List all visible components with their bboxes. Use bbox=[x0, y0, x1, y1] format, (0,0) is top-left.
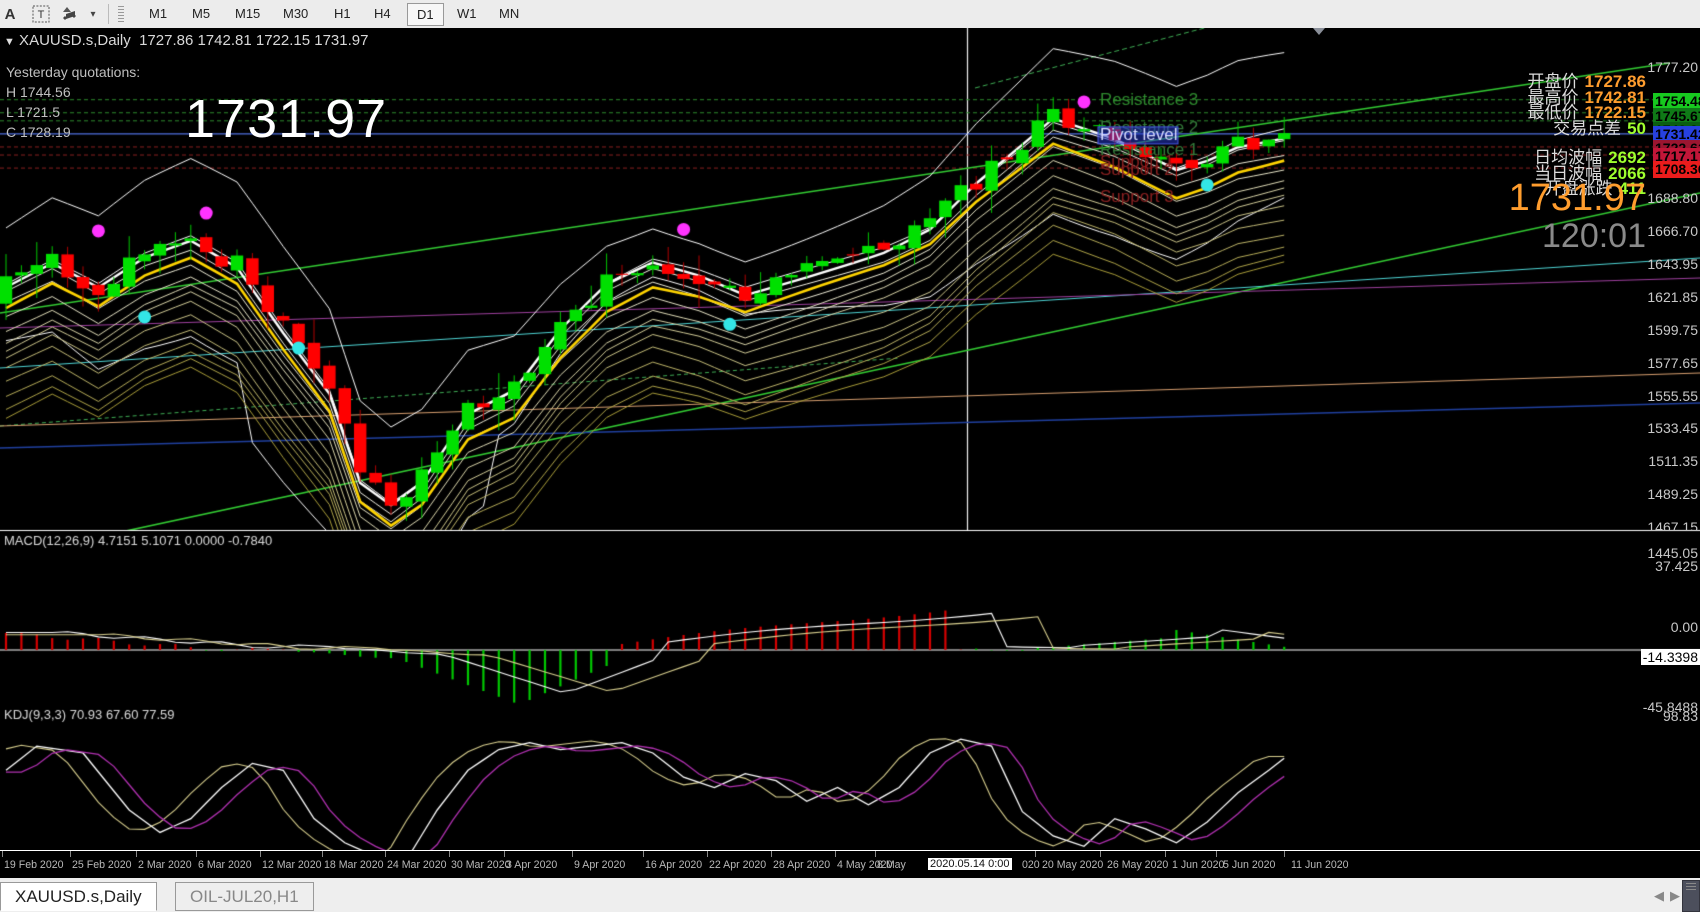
svg-text:T: T bbox=[38, 9, 45, 21]
